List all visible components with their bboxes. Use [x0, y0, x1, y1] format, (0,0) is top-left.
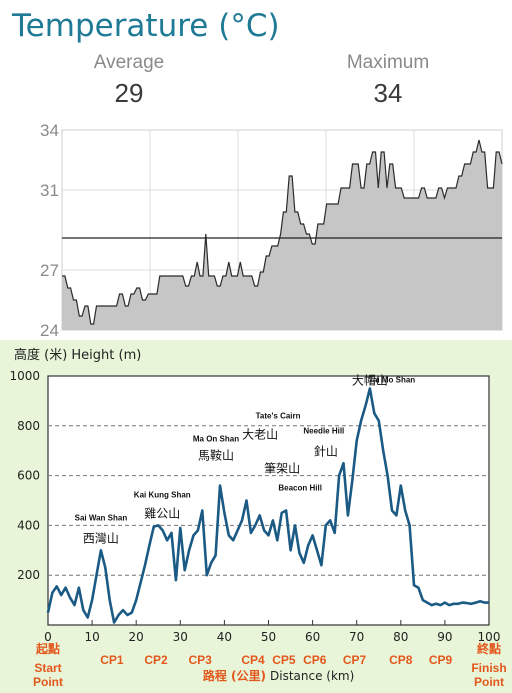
elev-ytick-label: 200: [17, 568, 40, 582]
checkpoint-label: CP7: [343, 653, 367, 667]
temp-series-line: [62, 139, 503, 325]
elev-ytick-label: 800: [17, 419, 40, 433]
elev-y-axis-title: 高度 (米) Height (m): [14, 347, 141, 363]
endpoint-label-zh: 終點: [477, 641, 501, 656]
checkpoint-label: CP4: [241, 653, 265, 667]
temp-ytick-label: 34: [40, 121, 59, 140]
elev-xtick-label: 40: [217, 630, 232, 644]
peak-label-en: Needle Hill: [303, 427, 344, 436]
elev-xtick-label: 0: [44, 630, 52, 644]
elevation-chart: 高度 (米) Height (m) 200 400 600 800 1000 0 10 20 30…: [9, 347, 506, 689]
average-label: Average: [93, 52, 165, 73]
endpoint-label-en1: Finish: [471, 661, 506, 675]
peak-label-en: Ma On Shan: [193, 435, 239, 444]
temperature-panel: Temperature (°C) Average 29 Maximum 34 3…: [0, 0, 512, 340]
elev-ytick-label: 1000: [9, 369, 40, 383]
temp-ytick-label: 24: [40, 321, 59, 340]
elev-profile-line: [46, 387, 489, 624]
peak-label-zh: 大老山: [242, 428, 278, 442]
elev-xtick-label: 100: [478, 630, 501, 644]
elev-xtick-label: 50: [261, 630, 276, 644]
checkpoint-label: CP3: [188, 653, 212, 667]
checkpoint-label: CP1: [100, 653, 124, 667]
maximum-label: Maximum: [346, 52, 430, 73]
checkpoint-label: CP2: [144, 653, 168, 667]
endpoint-label-zh: 起點: [35, 641, 60, 656]
average-value: 29: [114, 78, 144, 108]
temperature-chart: 34 31 27 24: [40, 121, 503, 340]
elev-plot-frame: [47, 375, 490, 626]
peak-label-zh: 馬鞍山: [198, 448, 234, 463]
endpoint-label-en2: Point: [474, 675, 504, 689]
elev-xtick-label: 30: [173, 630, 188, 644]
elev-xtick-label: 60: [305, 630, 320, 644]
elev-xtick-label: 10: [84, 630, 99, 644]
elev-ytick-label: 600: [17, 469, 40, 483]
peak-label-zh: 筆架山: [264, 461, 300, 475]
peak-label-zh: 雞公山: [144, 506, 180, 520]
endpoint-label-en1: Start: [34, 661, 61, 675]
elev-x-axis-title-zh: 路程 (公里): [203, 668, 266, 683]
endpoint-label-en2: Point: [33, 675, 63, 689]
peak-label-zh: 西灣山: [83, 531, 119, 545]
checkpoint-label: CP9: [429, 653, 453, 667]
checkpoint-label: CP8: [389, 653, 413, 667]
elev-ytick-label: 400: [17, 518, 40, 532]
maximum-value: 34: [373, 78, 403, 108]
elev-xtick-label: 70: [349, 630, 364, 644]
elevation-panel: 高度 (米) Height (m) 200 400 600 800 1000 0 10 20 30…: [0, 340, 512, 693]
peak-label-en: Kai Kung Shan: [134, 490, 191, 499]
elev-xtick-label: 90: [437, 630, 452, 644]
page-title: Temperature (°C): [12, 8, 280, 44]
temp-ytick-label: 27: [40, 261, 59, 280]
peak-label-zh: 針山: [314, 444, 338, 459]
temp-area: [62, 140, 502, 330]
peak-label-en: Beacon Hill: [278, 483, 322, 492]
elev-xtick-label: 80: [393, 630, 408, 644]
temp-ytick-label: 31: [40, 181, 59, 200]
peak-label-en: Tai Mo Shan: [369, 375, 416, 384]
elev-x-axis-title-en: Distance (km): [270, 669, 354, 683]
elev-xtick-label: 20: [129, 630, 144, 644]
checkpoint-label: CP6: [303, 653, 327, 667]
peak-label-en: Sai Wan Shan: [75, 513, 128, 522]
peak-label-en: Tate's Cairn: [256, 412, 301, 421]
peak-label-zh: 大帽山: [352, 372, 388, 387]
checkpoint-label: CP5: [272, 653, 296, 667]
